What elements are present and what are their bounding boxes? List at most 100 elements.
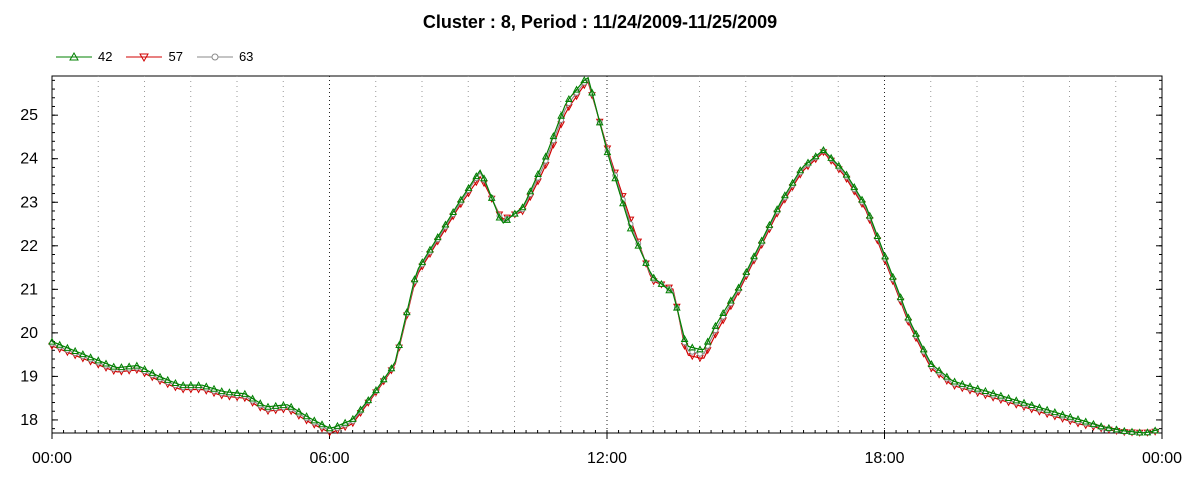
x-tick-label: 06:00 (309, 450, 349, 467)
data-point-42 (55, 340, 64, 348)
data-point-42 (325, 424, 334, 432)
data-point-42 (611, 174, 619, 182)
data-point-42 (958, 379, 967, 387)
data-point-42 (256, 399, 265, 407)
data-point-42 (1035, 403, 1044, 411)
y-tick-label: 19 (20, 368, 38, 385)
data-point-42 (719, 308, 727, 317)
data-point-42 (765, 220, 774, 228)
data-point-42 (71, 346, 79, 354)
data-point-42 (372, 386, 380, 394)
legend-label: 42 (98, 49, 113, 64)
data-point-42 (711, 321, 720, 329)
data-point-42 (649, 273, 658, 281)
data-point-42 (163, 375, 172, 383)
data-point-42 (410, 275, 419, 283)
data-point-42 (842, 170, 851, 178)
data-point-42 (171, 378, 180, 387)
data-point-42 (935, 366, 943, 374)
data-point-42 (279, 401, 288, 409)
y-tick-label: 22 (20, 238, 38, 255)
data-point-42 (588, 88, 596, 96)
data-point-63 (689, 348, 696, 355)
data-point-42 (1112, 425, 1121, 433)
data-point-42 (1081, 417, 1090, 425)
data-point-42 (835, 161, 843, 169)
data-point-42 (148, 368, 157, 376)
data-point-42 (619, 199, 627, 207)
legend-item-57: 57 (126, 49, 183, 64)
data-point-42 (449, 207, 457, 216)
data-point-42 (210, 384, 218, 392)
data-point-42 (125, 362, 133, 370)
data-point-42 (781, 191, 789, 199)
data-point-42 (356, 405, 365, 413)
data-point-42 (457, 195, 465, 203)
data-point-42 (349, 414, 357, 422)
data-point-42 (680, 334, 689, 342)
data-point-42 (773, 205, 781, 213)
data-point-42 (626, 224, 635, 232)
data-point-42 (989, 389, 997, 397)
data-point-42 (271, 401, 280, 409)
data-point-42 (403, 308, 411, 316)
legend-item-42: 42 (56, 49, 112, 64)
data-point-42 (264, 402, 272, 410)
y-tick-label: 21 (20, 281, 38, 298)
data-point-42 (1151, 426, 1159, 434)
data-point-42 (133, 361, 141, 369)
x-tick-label: 00:00 (32, 450, 72, 467)
data-point-42 (179, 381, 187, 389)
data-point-42 (94, 356, 103, 364)
legend-swatch (56, 51, 92, 60)
data-point-42 (441, 220, 450, 228)
y-tick-label: 23 (20, 194, 38, 211)
data-point-42 (310, 416, 319, 424)
data-point-42 (86, 353, 95, 361)
data-point-42 (966, 382, 974, 390)
data-point-42 (302, 412, 311, 420)
data-point-42 (896, 293, 905, 301)
data-point-42 (225, 388, 234, 396)
data-point-63 (697, 350, 703, 357)
data-point-42 (703, 337, 712, 345)
data-point-42 (634, 241, 643, 249)
data-point-42 (657, 279, 666, 287)
data-point-42 (333, 421, 342, 429)
legend-label: 63 (238, 49, 254, 64)
data-point-42 (79, 350, 87, 358)
data-point-42 (804, 158, 812, 166)
data-point-42 (819, 145, 828, 154)
legend-label: 57 (168, 49, 183, 64)
data-point-42 (673, 303, 681, 311)
data-point-42 (827, 153, 835, 161)
data-point-42 (233, 388, 241, 397)
data-point-42 (526, 187, 535, 195)
data-point-42 (788, 178, 797, 186)
data-point-42 (927, 359, 936, 368)
data-point-42 (1120, 426, 1129, 434)
x-tick-label: 18:00 (864, 450, 904, 467)
chart-title: Cluster : 8, Period : 11/24/2009-11/25/2… (422, 12, 778, 32)
plot-area (51, 75, 1163, 434)
data-point-42 (1051, 408, 1059, 416)
data-point-42 (1012, 396, 1021, 404)
data-point-42 (919, 345, 928, 353)
data-point-42 (1027, 401, 1036, 409)
data-point-42 (109, 362, 118, 370)
data-point-42 (873, 231, 882, 240)
data-point-42 (904, 313, 913, 321)
data-point-42 (1135, 428, 1144, 436)
data-point-42 (757, 236, 766, 244)
data-point-42 (557, 111, 565, 119)
data-point-42 (1058, 410, 1067, 418)
data-point-42 (395, 341, 403, 349)
data-point-42 (341, 418, 349, 426)
data-point-42 (580, 76, 589, 84)
data-point-42 (248, 394, 257, 402)
data-point-42 (943, 372, 951, 380)
data-point-42 (318, 420, 326, 428)
data-point-42 (811, 152, 820, 160)
data-point-42 (202, 382, 211, 390)
